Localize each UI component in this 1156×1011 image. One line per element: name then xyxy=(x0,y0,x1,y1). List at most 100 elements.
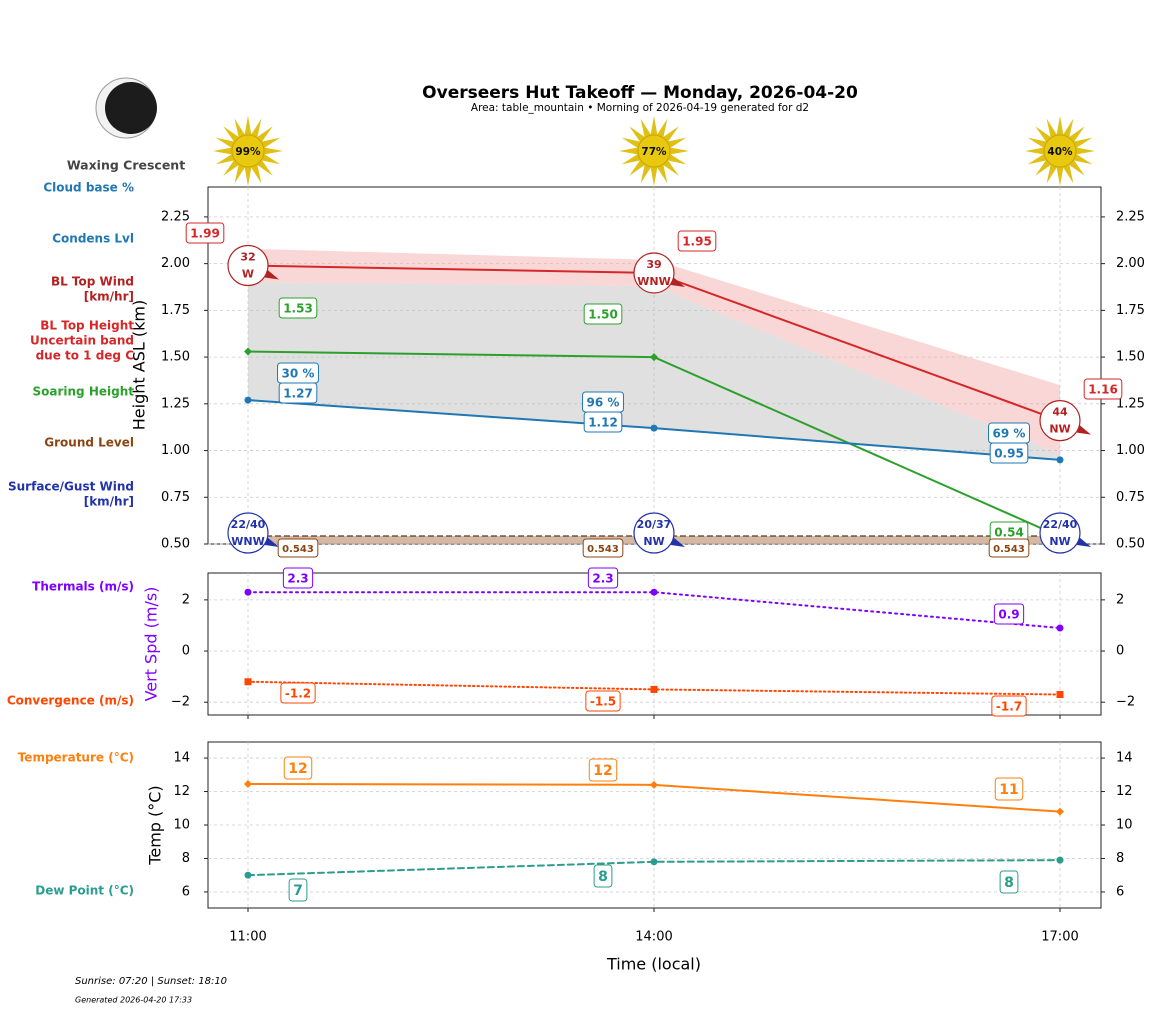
point xyxy=(1056,456,1064,464)
side-label: [km/hr] xyxy=(84,495,134,509)
value-label: 2.3 xyxy=(287,572,308,586)
wind-direction: NW xyxy=(643,535,664,548)
value-label: 1.99 xyxy=(190,227,220,241)
y2-tick-label: 1.75 xyxy=(1116,303,1145,318)
value-label: 1.50 xyxy=(588,308,618,322)
value-label-box xyxy=(593,864,613,888)
wind-direction: W xyxy=(242,268,254,281)
y2-tick-label: 1.25 xyxy=(1116,396,1145,411)
moon-phase: Waxing Crescent xyxy=(67,158,185,173)
value-label: 0.543 xyxy=(587,544,619,555)
wind-speed: 20/37 xyxy=(637,518,672,531)
sun-core xyxy=(231,134,265,168)
point xyxy=(650,685,658,693)
point xyxy=(244,871,252,879)
point xyxy=(650,858,658,866)
wind-speed: 22/40 xyxy=(1043,518,1078,531)
value-label: 0.9 xyxy=(998,608,1019,622)
value-label-box xyxy=(277,538,319,558)
y2-tick-label: 0 xyxy=(1116,644,1124,659)
series-line xyxy=(247,591,1061,630)
wind-direction: WNW xyxy=(231,535,264,548)
wind-speed: 39 xyxy=(646,258,661,271)
value-label-box xyxy=(587,567,619,589)
value-label: -1.7 xyxy=(996,700,1022,714)
y-tick-label: 6 xyxy=(182,884,190,899)
value-label-box xyxy=(585,690,621,712)
y-tick-label: 1.50 xyxy=(161,350,190,365)
cloud-base-label: 96 % xyxy=(587,396,620,410)
value-label-box xyxy=(993,603,1025,625)
y-tick-label: 2.00 xyxy=(161,256,190,271)
y-tick-label: 0 xyxy=(182,644,190,659)
value-label: 0.95 xyxy=(994,447,1024,461)
y2-tick-label: 2 xyxy=(1116,592,1124,607)
wind-circle xyxy=(227,512,269,554)
value-label: -1.5 xyxy=(590,695,616,709)
y-tick-label: 1.25 xyxy=(161,396,190,411)
side-label: due to 1 deg C xyxy=(36,349,135,363)
side-label: [km/hr] xyxy=(84,290,134,304)
value-label-box xyxy=(280,682,316,704)
value-label-box xyxy=(988,538,1030,558)
wind-circle xyxy=(633,252,675,294)
value-label: 0.543 xyxy=(993,544,1025,555)
y2-tick-label: 2.25 xyxy=(1116,209,1145,224)
point xyxy=(244,588,252,596)
cloud-base-label-box xyxy=(988,422,1030,444)
side-label: BL Top Height xyxy=(40,319,134,333)
sun-core xyxy=(637,134,671,168)
wind-speed: 44 xyxy=(1052,406,1068,419)
point xyxy=(650,424,658,432)
y2-tick-label: 0.75 xyxy=(1116,490,1145,505)
x-tick-label: 14:00 xyxy=(635,930,672,945)
y2-tick-label: 10 xyxy=(1116,818,1133,833)
value-label: 1.95 xyxy=(682,235,712,249)
sun-label: 77% xyxy=(641,146,667,158)
point xyxy=(650,780,658,789)
value-label-box xyxy=(588,758,618,782)
value-label: 8 xyxy=(1004,875,1014,891)
point xyxy=(1056,856,1064,864)
wind-circle xyxy=(227,244,269,287)
side-label: Convergence (m/s) xyxy=(7,694,134,708)
value-label-box xyxy=(1083,378,1123,400)
side-label: Cloud base % xyxy=(43,181,134,195)
y-axis-label: Height ASL (km) xyxy=(130,300,149,430)
value-label-box xyxy=(288,878,308,902)
y-tick-label: 0.75 xyxy=(161,490,190,505)
wind-arrow xyxy=(671,276,685,287)
wind-arrow xyxy=(265,537,279,547)
point xyxy=(244,347,252,356)
point xyxy=(1056,624,1064,632)
y2-tick-label: 12 xyxy=(1116,784,1133,799)
y2-tick-label: 8 xyxy=(1116,851,1124,866)
side-label: Thermals (m/s) xyxy=(32,580,134,594)
y-tick-label: 2 xyxy=(182,592,190,607)
value-label: 11 xyxy=(999,782,1018,798)
wind-arrow xyxy=(671,537,685,547)
sun-times: Sunrise: 07:20 | Sunset: 18:10 xyxy=(75,976,227,987)
generated-time: Generated 2026-04-20 17:33 xyxy=(75,996,192,1005)
y-tick-label: 0.50 xyxy=(161,537,190,552)
value-label-box xyxy=(283,756,313,780)
side-label: Surface/Gust Wind xyxy=(8,480,134,494)
y-tick-label: 14 xyxy=(173,751,190,766)
chart-title: Overseers Hut Takeoff — Monday, 2026-04-… xyxy=(422,83,858,103)
value-label: 0.543 xyxy=(282,544,314,555)
sun-label: 99% xyxy=(235,146,261,158)
bl-area xyxy=(248,282,1060,460)
value-label: 1.12 xyxy=(588,416,618,430)
y-tick-label: 1.00 xyxy=(161,443,190,458)
value-label: 1.16 xyxy=(1088,383,1118,397)
value-label-box xyxy=(282,567,314,589)
side-label: Temperature (°C) xyxy=(18,751,134,765)
uncertainty-band xyxy=(248,248,1060,455)
y2-tick-label: 1.00 xyxy=(1116,443,1145,458)
moon-shadow xyxy=(105,82,157,134)
value-label: 7 xyxy=(293,883,303,899)
y2-tick-label: 14 xyxy=(1116,751,1133,766)
value-label-box xyxy=(677,230,717,252)
